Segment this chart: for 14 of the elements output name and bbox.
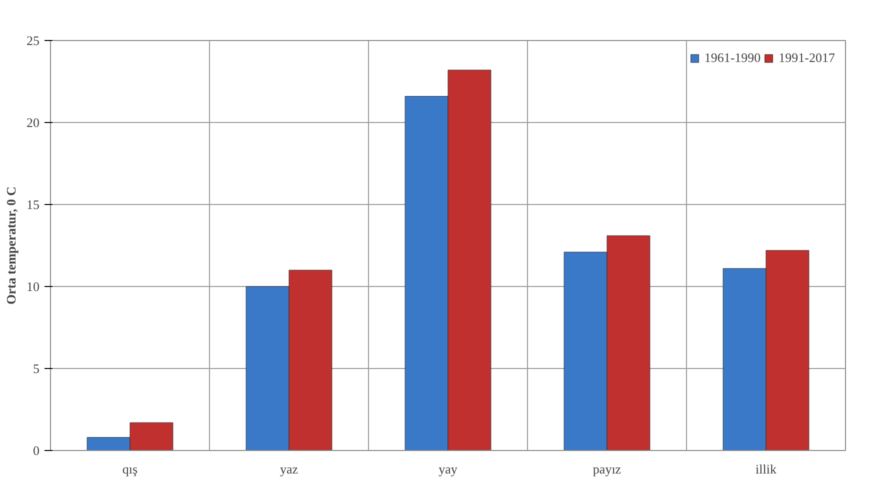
x-tick-label: qış	[122, 462, 138, 476]
y-tick-label: 25	[26, 33, 40, 48]
y-tick-label: 15	[26, 197, 40, 212]
y-tick-label: 10	[26, 279, 40, 294]
y-tick-label: 5	[33, 361, 40, 376]
y-tick-label: 20	[26, 115, 40, 130]
y-axis-title: Orta temperatur, 0 C	[4, 186, 18, 304]
x-tick-label: yaz	[280, 462, 298, 476]
y-tick-label: 0	[33, 443, 40, 458]
x-tick-label: illik	[756, 462, 777, 476]
x-tick-label: payız	[592, 462, 622, 476]
x-tick-label: yay	[438, 462, 458, 476]
legend-label: 1961-1990	[704, 50, 761, 66]
legend-label: 1991-2017	[778, 50, 835, 66]
